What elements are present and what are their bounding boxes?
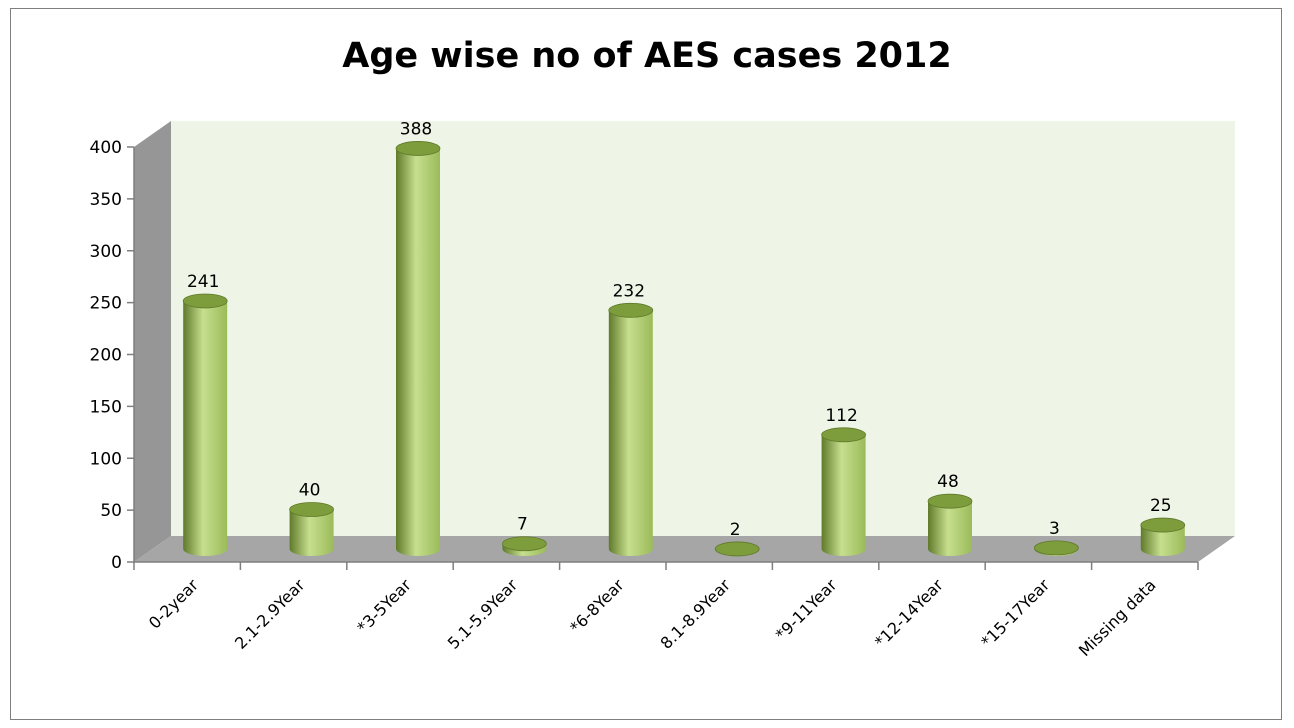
y-tick-label: 300 — [90, 242, 122, 262]
data-label: 232 — [613, 281, 645, 301]
data-label: 40 — [299, 481, 321, 501]
chart-bars — [182, 141, 1186, 557]
bar — [714, 541, 760, 557]
bar — [608, 302, 654, 556]
bar — [1140, 517, 1186, 556]
bar-top — [927, 493, 973, 509]
data-label: 112 — [825, 406, 857, 426]
bar-body — [289, 509, 334, 556]
bar — [182, 293, 228, 556]
category-label: *6-8Year — [566, 575, 628, 637]
data-label: 241 — [187, 272, 219, 292]
bar — [289, 502, 335, 556]
y-tick-label: 350 — [90, 190, 122, 210]
bar — [821, 427, 866, 556]
bar-body — [183, 300, 228, 556]
y-tick-label: 0 — [111, 553, 122, 573]
data-label: 48 — [937, 472, 959, 492]
y-tick-label: 400 — [90, 138, 122, 158]
bar-top — [395, 141, 441, 156]
category-label: *12-14Year — [871, 575, 947, 651]
bar-body — [396, 148, 440, 556]
data-label: 388 — [400, 119, 432, 139]
y-tick-label: 100 — [90, 449, 122, 469]
y-tick-label: 150 — [90, 397, 122, 417]
chart-axes — [127, 146, 1199, 570]
bar-body — [1140, 525, 1185, 556]
chart-title: Age wise no of AES cases 2012 — [342, 36, 952, 76]
back-wall — [171, 121, 1235, 536]
bar-top — [1034, 540, 1079, 556]
bar-top — [182, 293, 228, 309]
y-tick-label: 250 — [90, 294, 122, 314]
category-label: 5.1-5.9Year — [444, 575, 522, 653]
bar-top — [289, 502, 335, 517]
data-label: 2 — [730, 520, 741, 540]
side-wall — [134, 121, 171, 562]
bar-top — [608, 302, 654, 318]
data-label: 25 — [1150, 496, 1172, 516]
category-label: 2.1-2.9Year — [231, 575, 309, 653]
y-tick-label: 200 — [90, 346, 122, 366]
category-label: *15-17Year — [977, 575, 1053, 651]
data-label: 3 — [1049, 519, 1060, 539]
bar — [1034, 540, 1079, 556]
y-tick-label: 50 — [100, 501, 122, 521]
bar-body — [928, 501, 972, 556]
bar-top — [1140, 517, 1186, 533]
bar-body — [608, 310, 653, 556]
bar-top — [821, 427, 866, 443]
category-label: *9-11Year — [772, 575, 841, 644]
category-label: Missing data — [1075, 575, 1160, 660]
bar-top — [502, 536, 547, 552]
category-label: 8.1-8.9Year — [657, 575, 735, 653]
data-label: 7 — [517, 515, 528, 535]
bar — [927, 493, 973, 556]
bar-body — [821, 434, 866, 556]
bar — [502, 536, 547, 556]
bar — [395, 141, 441, 556]
category-label: *3-5Year — [353, 575, 415, 637]
category-label: 0-2year — [145, 575, 202, 632]
bar-top — [714, 541, 760, 557]
